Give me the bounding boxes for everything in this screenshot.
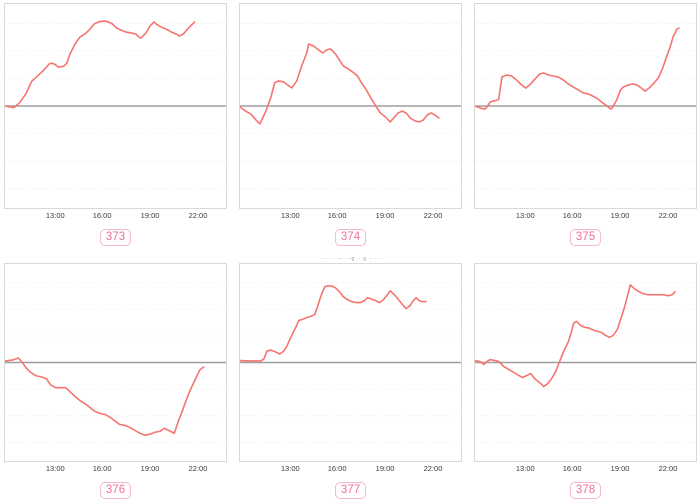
series-line bbox=[5, 21, 195, 108]
chart-panel-374: ··· ···· ·· ··· 13:00 16:00 19:00 22:00 374 bbox=[239, 0, 462, 253]
x-tick-label: 16:00 bbox=[92, 211, 112, 220]
x-tick-label: 16:00 bbox=[327, 211, 347, 220]
chart-id-badge[interactable]: 375 bbox=[569, 229, 602, 246]
chart-title: ··· · ··-· ···g ···g ·· ·· bbox=[322, 256, 379, 262]
badge-row: 375 bbox=[474, 222, 697, 253]
series-line bbox=[475, 28, 679, 109]
line-chart-svg bbox=[475, 4, 696, 208]
line-chart-svg bbox=[5, 264, 226, 461]
x-tick-label: 13:00 bbox=[45, 464, 65, 473]
x-tick-label: 19:00 bbox=[375, 464, 395, 473]
x-tick-label: 22:00 bbox=[423, 211, 443, 220]
chart-id-badge[interactable]: 373 bbox=[99, 229, 132, 246]
badge-row: 376 bbox=[4, 475, 227, 503]
x-tick-label: 22:00 bbox=[188, 211, 208, 220]
x-tick-label: 16:00 bbox=[562, 211, 582, 220]
plot-area[interactable] bbox=[474, 3, 697, 209]
line-chart-svg bbox=[475, 264, 696, 461]
x-tick-label: 19:00 bbox=[610, 464, 630, 473]
x-tick-label: 16:00 bbox=[92, 464, 112, 473]
x-tick-label: 19:00 bbox=[140, 464, 160, 473]
x-tick-label: 22:00 bbox=[658, 464, 678, 473]
x-tick-label: 13:00 bbox=[280, 211, 300, 220]
plot-area[interactable] bbox=[239, 263, 462, 462]
chart-title bbox=[4, 253, 227, 263]
chart-title: ··· ···· ·· ··· bbox=[239, 0, 462, 3]
x-tick-label: 19:00 bbox=[610, 211, 630, 220]
x-tick-label: 13:00 bbox=[515, 211, 535, 220]
chart-title: ··· ···· ·· ··· bbox=[4, 0, 227, 3]
chart-title bbox=[474, 253, 697, 263]
x-axis: 13:00 16:00 19:00 22:00 bbox=[239, 209, 462, 222]
chart-panel-378: 13:00 16:00 19:00 22:00 378 bbox=[474, 253, 697, 503]
chart-id-badge[interactable]: 377 bbox=[334, 482, 367, 499]
badge-row: 377 bbox=[239, 475, 462, 503]
x-tick-label: 19:00 bbox=[140, 211, 160, 220]
x-tick-label: 13:00 bbox=[280, 464, 300, 473]
plot-area[interactable] bbox=[4, 263, 227, 462]
x-axis: 13:00 16:00 19:00 22:00 bbox=[4, 462, 227, 475]
chart-panel-375: ··· ···· ·· ··· 13:00 16:00 19:00 22:00 375 bbox=[474, 0, 697, 253]
x-tick-label: 16:00 bbox=[562, 464, 582, 473]
x-tick-label: 16:00 bbox=[327, 464, 347, 473]
series-line bbox=[5, 358, 204, 435]
x-axis: 13:00 16:00 19:00 22:00 bbox=[474, 462, 697, 475]
x-tick-label: 19:00 bbox=[375, 211, 395, 220]
x-axis: 13:00 16:00 19:00 22:00 bbox=[239, 462, 462, 475]
chart-panel-377: ··· · ··-· ···g ···g ·· ·· 13:00 16:00 19:… bbox=[239, 253, 462, 503]
x-tick-label: 13:00 bbox=[515, 464, 535, 473]
x-tick-label: 13:00 bbox=[45, 211, 65, 220]
badge-row: 373 bbox=[4, 222, 227, 253]
chart-panel-376: 13:00 16:00 19:00 22:00 376 bbox=[4, 253, 227, 503]
x-axis: 13:00 16:00 19:00 22:00 bbox=[4, 209, 227, 222]
series-line bbox=[240, 286, 426, 361]
x-tick-label: 22:00 bbox=[423, 464, 443, 473]
series-line bbox=[240, 44, 439, 124]
badge-row: 374 bbox=[239, 222, 462, 253]
chart-title: ··· ···· ·· ··· bbox=[474, 0, 697, 3]
chart-id-badge[interactable]: 376 bbox=[99, 482, 132, 499]
series-line bbox=[475, 285, 675, 387]
line-chart-svg bbox=[240, 264, 461, 461]
plot-area[interactable] bbox=[4, 3, 227, 209]
plot-area[interactable] bbox=[474, 263, 697, 462]
badge-row: 378 bbox=[474, 475, 697, 503]
x-tick-label: 22:00 bbox=[658, 211, 678, 220]
line-chart-svg bbox=[5, 4, 226, 208]
chart-id-badge[interactable]: 374 bbox=[334, 229, 367, 246]
x-tick-label: 22:00 bbox=[188, 464, 208, 473]
x-axis: 13:00 16:00 19:00 22:00 bbox=[474, 209, 697, 222]
chart-id-badge[interactable]: 378 bbox=[569, 482, 602, 499]
chart-panel-373: ··· ···· ·· ··· 13:00 16:00 19:00 22:00 373 bbox=[4, 0, 227, 253]
plot-area[interactable] bbox=[239, 3, 462, 209]
line-chart-svg bbox=[240, 4, 461, 208]
